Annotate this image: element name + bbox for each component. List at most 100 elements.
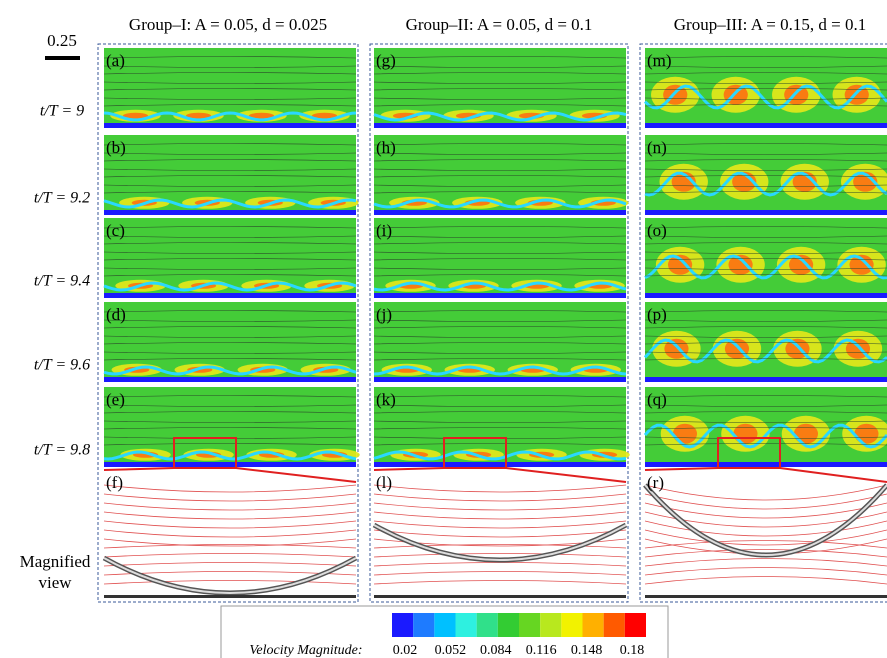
zoom-line (373, 467, 445, 471)
wavy-wall (644, 171, 887, 197)
colorbar-title: Velocity Magnitude: (249, 643, 362, 658)
panel-label: (p) (647, 305, 667, 324)
colorbar-swatch (434, 613, 456, 637)
wavy-wall (373, 198, 627, 209)
streamline (103, 88, 357, 91)
magnified-floor (645, 595, 887, 598)
streamline (644, 97, 887, 100)
magnified-streamline (103, 538, 357, 547)
magnified-streamline (373, 484, 627, 493)
zoom-line (235, 467, 357, 483)
wavy-wall (103, 198, 357, 209)
group-title: Group–III: A = 0.15, d = 0.1 (674, 15, 866, 34)
colorbar-tick: 0.052 (435, 643, 467, 658)
streamline (103, 427, 357, 430)
streamline (373, 152, 627, 155)
streamline (644, 104, 887, 107)
colorbar-swatch (582, 613, 604, 637)
streamline (373, 235, 627, 238)
velocity-core (122, 112, 149, 119)
contour-panel (373, 302, 627, 382)
contour-panel (373, 218, 627, 298)
streamline (103, 251, 357, 254)
wavy-wall (373, 281, 627, 292)
panel-label: (k) (376, 390, 396, 409)
velocity-core (788, 254, 814, 275)
streamline (373, 358, 627, 361)
streamline (373, 443, 627, 446)
panel-label: (f) (106, 473, 123, 492)
panel-label: (j) (376, 305, 392, 324)
magnified-label: view (38, 573, 72, 592)
contour-panel (103, 135, 359, 215)
streamline (103, 175, 357, 178)
velocity-core (728, 254, 753, 275)
colorbar-swatch (497, 613, 519, 637)
streamline (644, 411, 887, 414)
streamline (373, 404, 627, 407)
streamline (103, 342, 357, 345)
streamline (644, 159, 887, 162)
zoom-box (443, 437, 507, 469)
magnified-streamline (373, 493, 627, 502)
magnified-streamline (103, 493, 357, 502)
contour-panel (373, 48, 627, 128)
magnified-wall-inner (373, 524, 627, 561)
magnified-streamline (644, 529, 887, 546)
wavy-wall (103, 111, 357, 122)
streamline (103, 226, 357, 229)
colorbar-swatch (392, 613, 414, 637)
group-frame (639, 43, 887, 603)
streamline (373, 335, 627, 338)
streamline (103, 242, 357, 245)
velocity-core (793, 423, 819, 444)
streamline (103, 404, 357, 407)
wavy-wall (373, 365, 627, 376)
group-title: Group–I: A = 0.05, d = 0.025 (129, 15, 327, 34)
streamline (373, 72, 627, 75)
streamline (373, 175, 627, 178)
velocity-core (311, 112, 338, 119)
streamline (373, 56, 627, 59)
magnified-bg (645, 470, 887, 598)
streamline (644, 310, 887, 313)
magnified-streamline (103, 580, 357, 585)
streamline (103, 274, 357, 277)
streamline (373, 159, 627, 162)
wavy-wall (643, 423, 887, 449)
contour-panel (644, 218, 887, 298)
streamline (644, 342, 887, 345)
magnified-streamline (103, 529, 357, 538)
magnified-streamline (373, 553, 627, 558)
streamline (373, 143, 627, 146)
streamline (373, 310, 627, 313)
panel-label: (d) (106, 305, 126, 324)
colorbar-swatch (476, 613, 498, 637)
streamline (373, 351, 627, 354)
streamline (644, 191, 887, 194)
streamline (103, 258, 357, 261)
panel-wall (374, 377, 626, 382)
panel-wall (374, 123, 626, 128)
wavy-wall (103, 281, 357, 292)
panel-wall (104, 123, 356, 128)
streamline (373, 226, 627, 229)
streamline (644, 88, 887, 91)
wavy-wall (103, 450, 357, 461)
magnified-streamline (373, 502, 627, 511)
colorbar-swatch (540, 613, 562, 637)
magnified-streamline (644, 520, 887, 537)
panel-label: (n) (647, 138, 667, 157)
panel-label: (r) (647, 473, 664, 492)
colorbar-swatch (624, 613, 646, 637)
zoom-box (717, 437, 781, 469)
streamline (644, 168, 887, 171)
streamline (644, 404, 887, 407)
streamline (103, 159, 357, 162)
zoom-line (103, 467, 175, 471)
panel-label: (q) (647, 390, 667, 409)
magnified-streamline (373, 511, 627, 520)
streamline (644, 351, 887, 354)
colorbar-swatch (413, 613, 435, 637)
